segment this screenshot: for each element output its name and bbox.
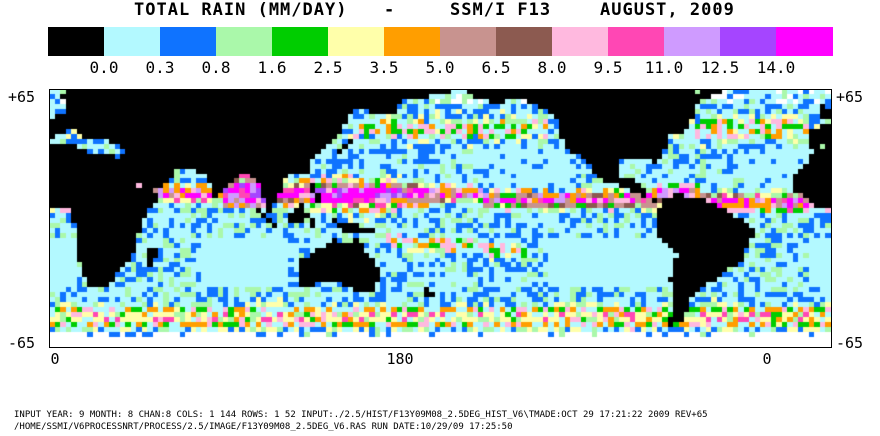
lat-label-top-left: +65 (8, 88, 36, 106)
footer-file-info: /HOME/SSMI/V6PROCESSNRT/PROCESS/2.5/IMAG… (14, 422, 513, 432)
title-separator: - (384, 0, 396, 20)
legend-label: 8.0 (537, 58, 567, 77)
footer-input-info: INPUT YEAR: 9 MONTH: 8 CHAN:8 COLS: 1 14… (14, 410, 708, 420)
legend-swatch (160, 27, 217, 56)
legend-label: 0.0 (89, 58, 119, 77)
map-title: TOTAL RAIN (MM/DAY) - SSM/I F13 AUGUST, … (0, 0, 880, 22)
legend-label: 9.5 (593, 58, 623, 77)
legend-label: 5.0 (425, 58, 455, 77)
legend-label: 0.3 (145, 58, 175, 77)
legend-swatch (440, 27, 497, 56)
lon-label-0-left: 0 (50, 350, 60, 368)
legend-swatch (608, 27, 665, 56)
rain-map-canvas (50, 90, 831, 347)
lon-label-0-right: 0 (762, 350, 772, 368)
lat-label-bottom-left: -65 (8, 334, 36, 352)
lat-label-bottom-right: -65 (836, 334, 864, 352)
legend-label: 11.0 (644, 58, 684, 77)
legend-label: 2.5 (313, 58, 343, 77)
legend-swatch (720, 27, 777, 56)
rain-map (49, 89, 832, 348)
color-legend (48, 27, 833, 56)
legend-swatch (104, 27, 161, 56)
legend-swatch (496, 27, 553, 56)
title-date: AUGUST, 2009 (600, 0, 735, 20)
legend-swatch (384, 27, 441, 56)
lon-label-180: 180 (386, 350, 414, 368)
legend-label: 14.0 (756, 58, 796, 77)
legend-label: 6.5 (481, 58, 511, 77)
legend-label: 0.8 (201, 58, 231, 77)
legend-swatch (776, 27, 833, 56)
legend-swatch (216, 27, 273, 56)
legend-swatch (664, 27, 721, 56)
legend-swatch (48, 27, 105, 56)
title-quantity: TOTAL RAIN (MM/DAY) (134, 0, 348, 20)
legend-label: 1.6 (257, 58, 287, 77)
legend-swatch (272, 27, 329, 56)
legend-label: 3.5 (369, 58, 399, 77)
legend-label: 12.5 (700, 58, 740, 77)
lat-label-top-right: +65 (836, 88, 864, 106)
title-sensor: SSM/I F13 (450, 0, 552, 20)
legend-swatch (328, 27, 385, 56)
legend-swatch (552, 27, 609, 56)
